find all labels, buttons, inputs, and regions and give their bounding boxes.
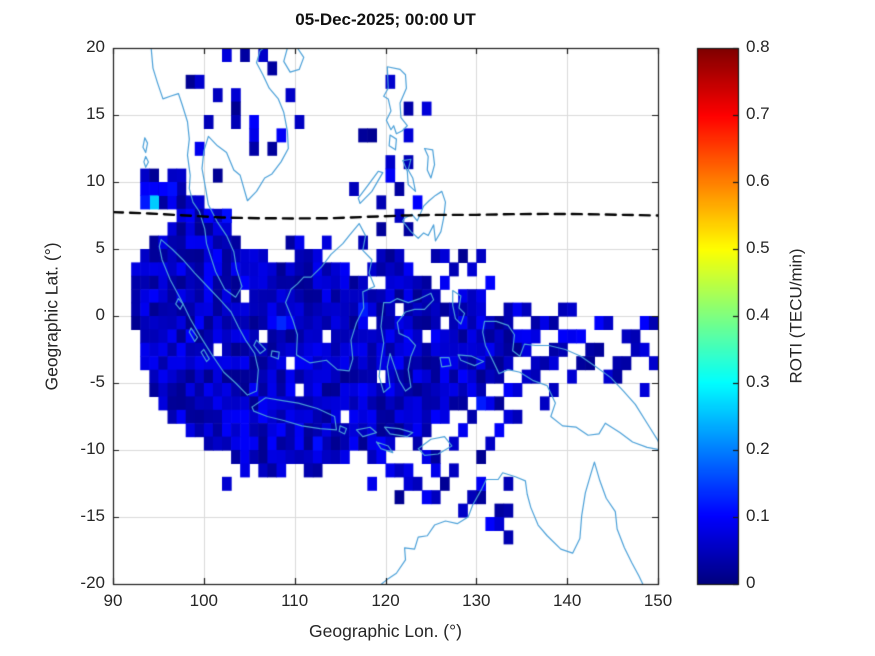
y-tick-label: 5 <box>95 238 105 257</box>
x-tick-label: 130 <box>462 591 491 610</box>
y-tick-label: -5 <box>89 372 105 391</box>
y-tick-label: -20 <box>80 573 105 592</box>
x-tick-label: 100 <box>189 591 219 610</box>
y-tick-label: 20 <box>86 37 105 56</box>
y-tick-label: -15 <box>80 506 105 525</box>
y-tick-label: 0 <box>95 305 105 324</box>
y-tick-label: 15 <box>86 104 105 123</box>
x-axis-label: Geographic Lon. (°) <box>309 621 462 641</box>
chart-title: 05-Dec-2025; 00:00 UT <box>295 10 476 29</box>
y-tick-label: 10 <box>86 171 105 190</box>
colorbar-tick-label: 0.1 <box>746 506 770 525</box>
colorbar-tick-label: 0.8 <box>746 37 770 56</box>
y-tick-label: -10 <box>80 439 105 458</box>
x-tick-label: 140 <box>552 591 582 610</box>
x-tick-label: 120 <box>371 591 400 610</box>
colorbar-tick-label: 0.2 <box>746 439 770 458</box>
x-tick-label: 150 <box>643 591 673 610</box>
colorbar-tick-label: 0 <box>746 573 756 592</box>
x-tick-label: 90 <box>103 591 123 610</box>
colorbar-tick-label: 0.3 <box>746 372 770 391</box>
colorbar-tick-label: 0.6 <box>746 171 770 190</box>
x-tick-label: 110 <box>281 591 309 610</box>
colorbar-tick-label: 0.5 <box>746 238 770 257</box>
colorbar-tick-label: 0.4 <box>746 305 770 324</box>
colorbar-tick-label: 0.7 <box>746 104 770 123</box>
